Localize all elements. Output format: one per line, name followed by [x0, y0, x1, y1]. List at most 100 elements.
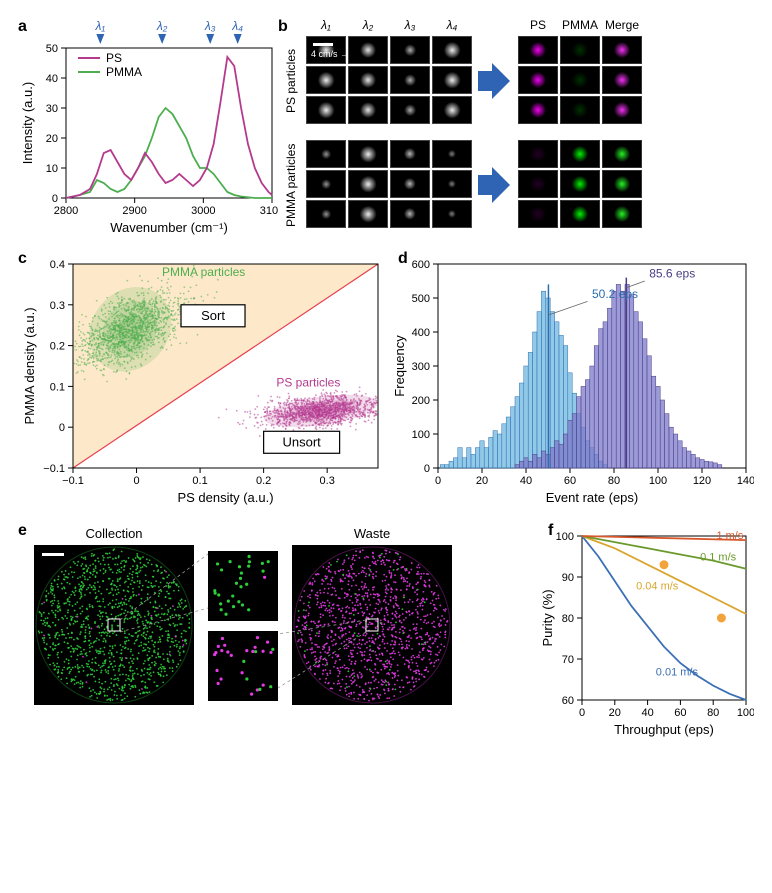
svg-text:50.2 eps: 50.2 eps [592, 287, 638, 301]
merge-image-cell [602, 200, 642, 228]
well-image: Waste [292, 526, 452, 705]
arrow-icon [478, 63, 510, 99]
svg-text:20: 20 [476, 475, 488, 487]
raw-image-cell [390, 200, 430, 228]
merge-image-cell [602, 66, 642, 94]
raw-image-cell [348, 200, 388, 228]
panel-c-scatter: −0.100.10.20.3−0.100.10.20.30.4PS densit… [18, 250, 388, 510]
svg-text:0.3: 0.3 [50, 300, 65, 312]
lambda-col-label: λ₁ [306, 18, 346, 32]
merge-image-cell [602, 140, 642, 168]
raw-image-cell [390, 66, 430, 94]
raw-image-cell [390, 36, 430, 64]
svg-text:0: 0 [59, 422, 65, 434]
merge-col-label: PS [518, 18, 558, 32]
merge-image-cell [560, 200, 600, 228]
zoom-inset [208, 631, 278, 701]
svg-text:100: 100 [649, 475, 667, 487]
merge-image-cell [560, 170, 600, 198]
svg-text:40: 40 [46, 73, 58, 85]
svg-text:300: 300 [412, 361, 430, 373]
raw-image-cell [432, 140, 472, 168]
svg-text:200: 200 [412, 395, 430, 407]
svg-text:0.2: 0.2 [50, 341, 65, 353]
panel-b-images: λ₁λ₂λ₃λ₄PSPMMAMergePS particles4 cm/s →P… [278, 18, 754, 238]
svg-text:3100: 3100 [260, 205, 278, 217]
svg-text:40: 40 [520, 475, 532, 487]
panel-d-label: d [398, 250, 408, 268]
svg-text:60: 60 [564, 475, 576, 487]
lambda-col-label: λ₄ [432, 18, 472, 32]
svg-text:PS: PS [106, 51, 122, 65]
svg-text:PS density (a.u.): PS density (a.u.) [177, 490, 273, 505]
svg-text:0.1: 0.1 [50, 381, 65, 393]
merge-image-cell [560, 140, 600, 168]
svg-text:10: 10 [46, 163, 58, 175]
raw-image-cell [306, 140, 346, 168]
svg-text:PMMA particles: PMMA particles [162, 265, 245, 279]
svg-text:600: 600 [412, 259, 430, 271]
svg-text:140: 140 [737, 475, 754, 487]
raw-image-cell [348, 36, 388, 64]
svg-text:Sort: Sort [201, 308, 225, 323]
merge-image-cell [602, 96, 642, 124]
svg-text:500: 500 [412, 293, 430, 305]
svg-text:λ₃: λ₃ [204, 19, 216, 33]
svg-text:2800: 2800 [54, 205, 78, 217]
raw-image-cell [432, 36, 472, 64]
merge-image-cell [518, 200, 558, 228]
raw-image-cell: 4 cm/s → [306, 36, 346, 64]
svg-text:0.2: 0.2 [256, 475, 271, 487]
merge-image-cell [518, 66, 558, 94]
svg-text:Intensity (a.u.): Intensity (a.u.) [20, 82, 35, 164]
svg-text:80: 80 [608, 475, 620, 487]
svg-text:0: 0 [435, 475, 441, 487]
well-title: Collection [34, 526, 194, 541]
merge-image-cell [602, 170, 642, 198]
svg-text:120: 120 [693, 475, 711, 487]
raw-image-cell [390, 140, 430, 168]
raw-image-cell [348, 170, 388, 198]
panel-e-wells: Collection Waste [18, 522, 538, 742]
merge-image-cell [518, 36, 558, 64]
merge-image-cell [518, 170, 558, 198]
panel-a-label: a [18, 18, 27, 36]
raw-image-cell [306, 170, 346, 198]
well-title: Waste [292, 526, 452, 541]
raw-image-cell [306, 200, 346, 228]
merge-image-cell [518, 96, 558, 124]
raw-image-cell [390, 170, 430, 198]
svg-text:PMMA: PMMA [106, 65, 142, 79]
zoom-inset [208, 551, 278, 621]
panel-c-label: c [18, 250, 27, 268]
arrow-icon [478, 167, 510, 203]
svg-text:PMMA density (a.u.): PMMA density (a.u.) [22, 307, 37, 424]
merge-col-label: Merge [602, 18, 642, 32]
svg-text:PS particles: PS particles [276, 375, 340, 389]
merge-image-cell [560, 66, 600, 94]
svg-text:λ₄: λ₄ [231, 19, 243, 33]
svg-text:85.6 eps: 85.6 eps [649, 267, 695, 281]
svg-text:−0.1: −0.1 [62, 475, 84, 487]
svg-text:30: 30 [46, 103, 58, 115]
raw-image-cell [306, 66, 346, 94]
lambda-col-label: λ₂ [348, 18, 388, 32]
svg-text:0.4: 0.4 [50, 259, 65, 271]
svg-text:400: 400 [412, 327, 430, 339]
svg-text:0: 0 [424, 463, 430, 475]
svg-text:0.1: 0.1 [192, 475, 207, 487]
svg-text:2900: 2900 [122, 205, 146, 217]
panel-a-chart: 280029003000310001020304050Wavenumber (c… [18, 18, 278, 238]
lambda-col-label: λ₃ [390, 18, 430, 32]
merge-image-cell [602, 36, 642, 64]
raw-image-cell [348, 140, 388, 168]
merge-col-label: PMMA [560, 18, 600, 32]
merge-image-cell [560, 36, 600, 64]
figure: a b 280029003000310001020304050Wavenumbe… [18, 18, 754, 742]
raw-image-cell [432, 200, 472, 228]
raw-image-cell [432, 96, 472, 124]
row-group-label: PS particles [284, 36, 298, 126]
raw-image-cell [432, 66, 472, 94]
svg-text:Unsort: Unsort [282, 434, 321, 449]
svg-text:−0.1: −0.1 [43, 463, 65, 475]
